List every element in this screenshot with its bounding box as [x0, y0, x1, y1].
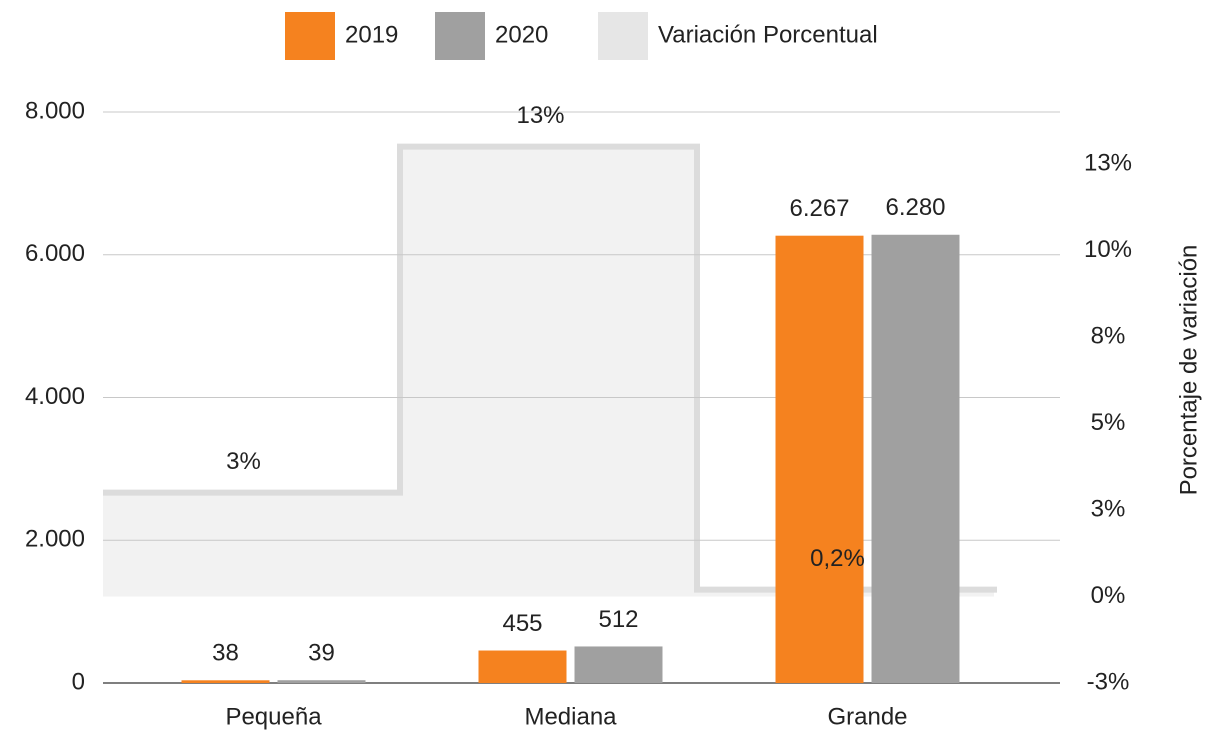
data-label: 512: [598, 606, 638, 633]
x-tick-label: Grande: [827, 703, 907, 730]
bar: [775, 235, 864, 683]
bar: [478, 650, 567, 683]
legend-swatch: [285, 12, 335, 60]
y-tick-label: 2.000: [25, 526, 85, 553]
x-tick-label: Pequeña: [225, 703, 322, 730]
legend-label: 2020: [495, 21, 548, 48]
legend-swatch: [435, 12, 485, 60]
bar: [574, 646, 663, 683]
y2-tick-label: 5%: [1091, 409, 1126, 436]
legend-swatch: [598, 12, 648, 60]
legend-label: Variación Porcentual: [658, 21, 878, 48]
data-label: 13%: [516, 102, 564, 129]
y2-tick-label: 13%: [1084, 149, 1132, 176]
x-tick-label: Mediana: [524, 703, 617, 730]
data-label: 38: [212, 640, 239, 667]
y-tick-label: 8.000: [25, 97, 85, 124]
data-label: 6.267: [789, 195, 849, 222]
y2-axis-label: Porcentaje de variación: [1175, 245, 1202, 496]
y-tick-label: 0: [72, 668, 85, 695]
data-label: 3%: [226, 448, 261, 475]
y2-tick-label: 10%: [1084, 236, 1132, 263]
y2-tick-label: 8%: [1091, 322, 1126, 349]
y-tick-label: 4.000: [25, 383, 85, 410]
y2-tick-label: -3%: [1087, 668, 1130, 695]
data-label: 455: [502, 610, 542, 637]
data-label: 0,2%: [810, 545, 865, 572]
y-tick-label: 6.000: [25, 240, 85, 267]
area-segment: [103, 492, 400, 597]
data-label: 39: [308, 640, 335, 667]
y2-tick-label: 3%: [1091, 495, 1126, 522]
bar: [871, 234, 960, 683]
bar: [181, 680, 270, 683]
y2-tick-label: 0%: [1091, 582, 1126, 609]
legend-label: 2019: [345, 21, 398, 48]
bar: [277, 680, 366, 683]
area-segment: [400, 146, 697, 597]
data-label: 6.280: [885, 194, 945, 221]
